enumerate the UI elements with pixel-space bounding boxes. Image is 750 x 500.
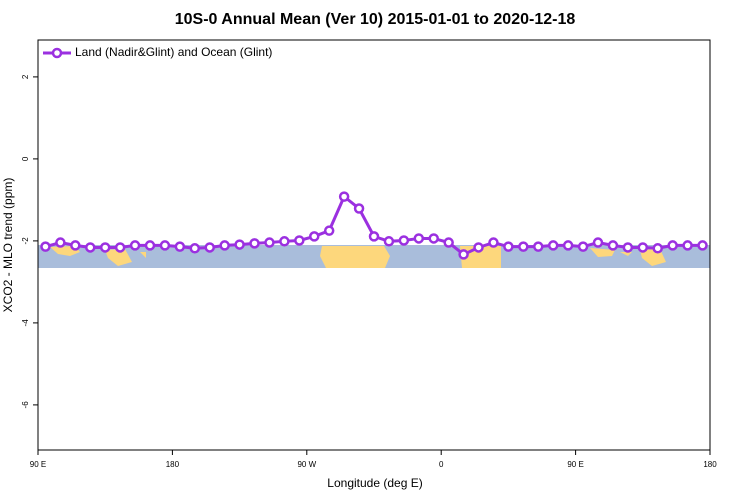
point xyxy=(99,242,111,253)
y-tick-label: -6 xyxy=(21,401,30,409)
point xyxy=(40,241,51,252)
plot-frame xyxy=(37,39,711,451)
y-axis-label: XCO2 - MLO trend (ppm) xyxy=(1,178,15,313)
point xyxy=(413,233,425,244)
point xyxy=(144,240,156,251)
point xyxy=(458,249,469,260)
point xyxy=(249,238,260,249)
point xyxy=(533,241,544,252)
point xyxy=(622,242,634,253)
point xyxy=(518,241,529,252)
point xyxy=(682,240,693,251)
point xyxy=(547,240,559,251)
point xyxy=(368,231,380,242)
x-tick-label: 180 xyxy=(166,460,180,469)
point xyxy=(204,242,215,253)
x-tick-label: 180 xyxy=(703,460,717,469)
legend-label: Land (Nadir&Glint) and Ocean (Glint) xyxy=(75,45,272,59)
y-tick-label: -2 xyxy=(21,237,30,245)
point xyxy=(219,240,230,251)
x-tick-label: 90 E xyxy=(30,460,46,469)
x-tick-label: 90 W xyxy=(297,460,316,469)
point xyxy=(353,203,365,214)
x-tick-label: 0 xyxy=(439,460,444,469)
point xyxy=(637,242,649,253)
chart-title: 10S-0 Annual Mean (Ver 10) 2015-01-01 to… xyxy=(175,11,576,28)
x-axis-label: Longitude (deg E) xyxy=(327,476,422,490)
point xyxy=(428,233,439,244)
point xyxy=(503,241,514,252)
point xyxy=(473,242,484,253)
point xyxy=(607,240,619,251)
y-tick-label: -4 xyxy=(21,319,30,327)
point xyxy=(338,191,350,202)
point xyxy=(309,231,320,242)
point xyxy=(294,235,305,246)
point xyxy=(443,237,454,248)
point xyxy=(55,237,66,248)
point xyxy=(279,236,290,247)
y-tick-label: 2 xyxy=(21,74,30,79)
point xyxy=(85,242,96,253)
point xyxy=(129,240,141,251)
point xyxy=(398,235,410,246)
point xyxy=(323,225,335,236)
point xyxy=(592,237,604,248)
point xyxy=(264,237,275,248)
point xyxy=(383,236,395,247)
point xyxy=(114,242,126,253)
legend-marker xyxy=(51,47,63,59)
y-tick-label: 0 xyxy=(21,156,30,161)
point xyxy=(70,240,81,251)
point xyxy=(577,241,589,252)
point xyxy=(488,237,499,248)
point xyxy=(189,243,201,254)
point xyxy=(697,240,708,251)
x-tick-label: 90 E xyxy=(567,460,583,469)
point xyxy=(667,240,678,251)
point xyxy=(562,240,574,251)
point xyxy=(234,239,245,250)
point xyxy=(159,240,171,251)
point xyxy=(174,241,186,252)
point xyxy=(652,243,663,254)
